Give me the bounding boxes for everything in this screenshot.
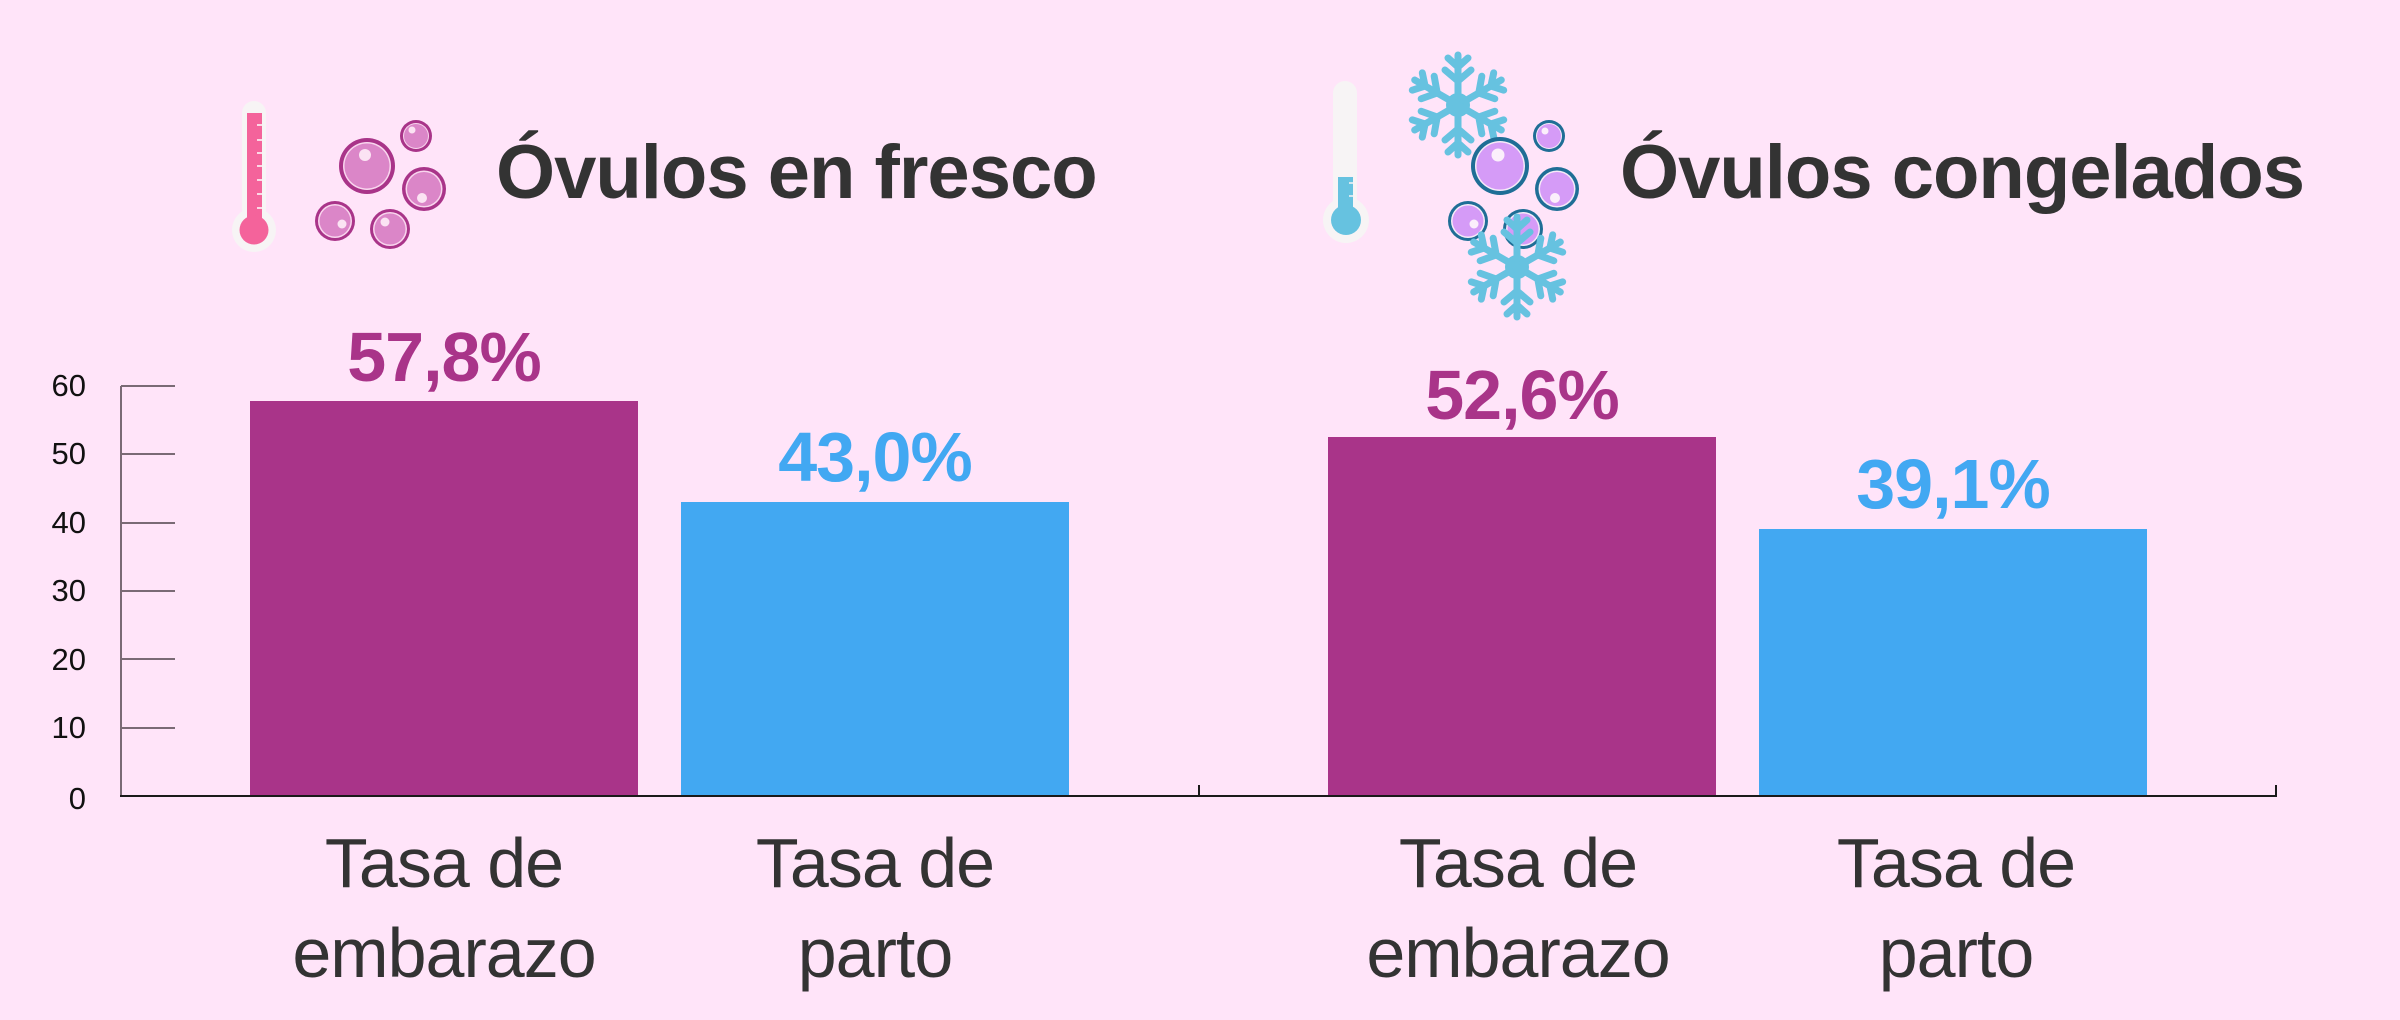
thermometer-cold-icon <box>1323 81 1369 243</box>
snowflake-icon <box>1408 51 1508 155</box>
y-tick <box>121 590 175 592</box>
value-label: 52,6% <box>1425 356 1619 434</box>
x-label-line: embarazo <box>292 914 596 992</box>
x-label-line: Tasa de <box>1398 824 1638 902</box>
x-category-label: Tasa de embarazo <box>1278 818 1758 998</box>
x-label-line: Tasa de <box>324 824 564 902</box>
y-tick <box>121 453 175 455</box>
y-tick-label: 50 <box>51 436 86 471</box>
x-axis-line <box>120 795 2277 797</box>
y-tick <box>121 727 175 729</box>
bar-frozen-delivery <box>1759 529 2147 796</box>
x-label-line: Tasa de <box>755 824 995 902</box>
bar-frozen-pregnancy <box>1328 437 1716 796</box>
x-axis-tick <box>2275 785 2277 796</box>
bar-fresh-delivery <box>681 502 1069 796</box>
y-tick-label: 30 <box>51 573 86 608</box>
oocytes-fresh-icon <box>315 120 446 249</box>
thermometer-hot-icon <box>232 101 276 252</box>
y-tick-label: 40 <box>51 505 86 540</box>
panel-title-fresh: Óvulos en fresco <box>496 130 1098 215</box>
y-tick <box>121 522 175 524</box>
x-label-line: parto <box>797 914 954 992</box>
bar-fresh-pregnancy <box>250 401 638 796</box>
y-tick-label: 0 <box>68 781 86 816</box>
oocytes-frozen-icon <box>1448 120 1579 249</box>
snowflake-icon <box>1467 217 1567 317</box>
x-category-label: Tasa de parto <box>1716 818 2196 998</box>
x-label-line: embarazo <box>1366 914 1670 992</box>
panel-title-frozen: Óvulos congelados <box>1620 130 2305 215</box>
y-tick-label: 10 <box>51 710 86 745</box>
x-label-line: parto <box>1878 914 2035 992</box>
y-tick-label: 60 <box>51 368 86 403</box>
x-category-label: Tasa de parto <box>635 818 1115 998</box>
value-label: 57,8% <box>347 318 541 396</box>
y-tick-label: 20 <box>51 642 86 677</box>
y-tick <box>121 385 175 387</box>
value-label: 39,1% <box>1856 445 2050 523</box>
value-label: 43,0% <box>778 418 972 496</box>
y-tick <box>121 658 175 660</box>
x-axis-tick <box>1198 785 1200 796</box>
x-category-label: Tasa de embarazo <box>204 818 684 998</box>
x-label-line: Tasa de <box>1836 824 2076 902</box>
